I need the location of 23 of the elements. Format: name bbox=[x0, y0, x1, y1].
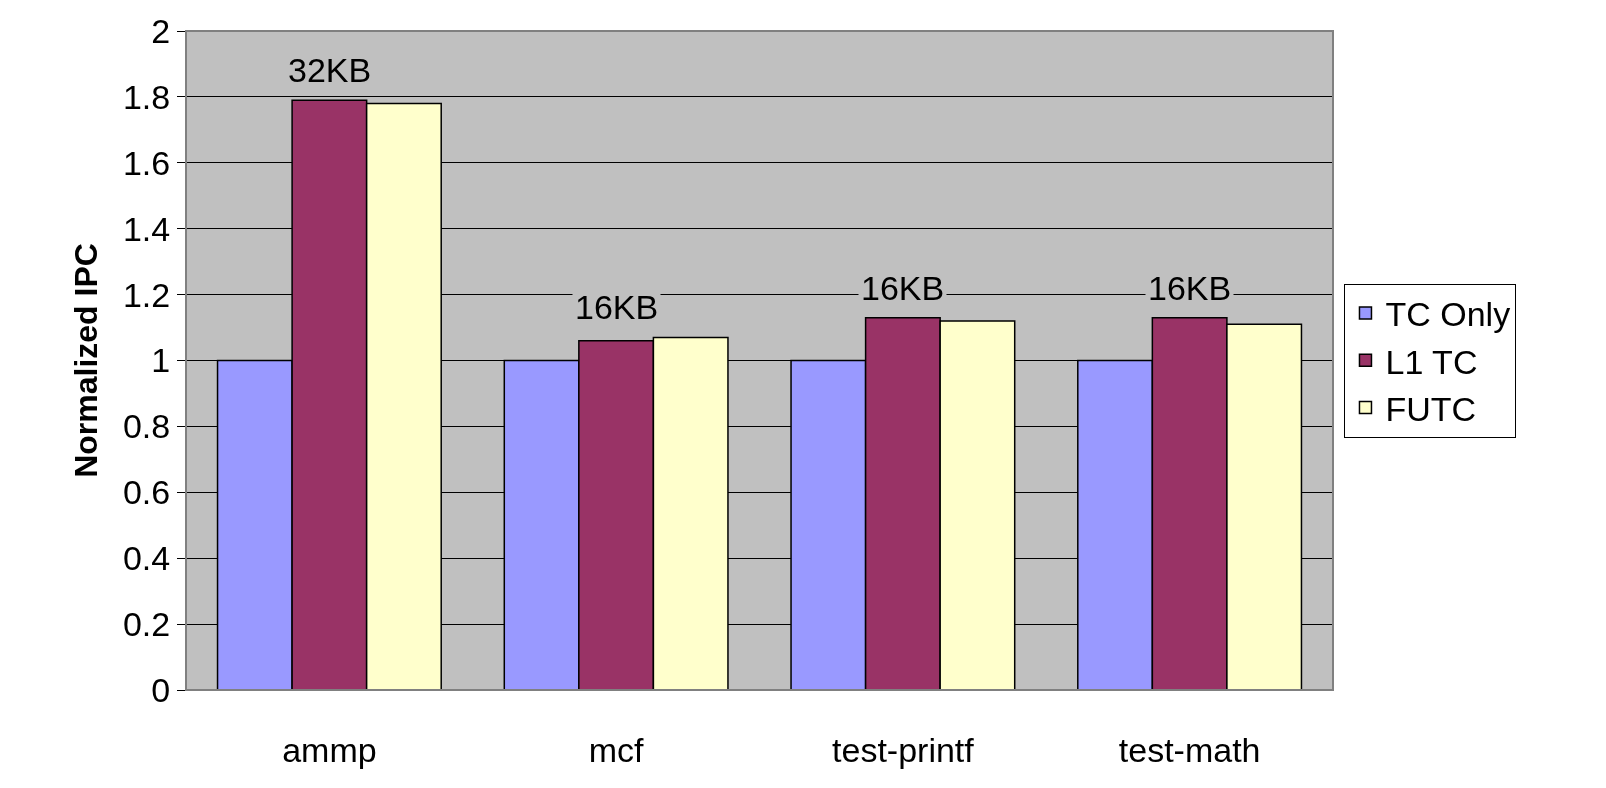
x-tick-label: test-math bbox=[1118, 730, 1261, 769]
y-tick-label: 1 bbox=[151, 341, 171, 380]
legend-label: TC Only bbox=[1385, 295, 1511, 334]
y-tick-label: 0.8 bbox=[122, 407, 171, 446]
annotation: 16KB bbox=[1148, 269, 1232, 307]
x-tick-label: mcf bbox=[588, 730, 645, 769]
annotation: 16KB bbox=[575, 288, 659, 326]
x-tick-label: test-printf bbox=[832, 730, 975, 769]
y-tick-label: 0 bbox=[151, 670, 171, 709]
y-tick-label: 0.2 bbox=[122, 605, 171, 643]
annotation: 16KB bbox=[861, 269, 945, 307]
legend-label: L1 TC bbox=[1385, 342, 1478, 381]
y-tick-label: 0.4 bbox=[122, 539, 171, 578]
y-tick-label: 1.6 bbox=[122, 143, 171, 182]
y-axis-title: Normalized IPC bbox=[68, 243, 105, 478]
annotation: 32KB bbox=[288, 51, 372, 89]
y-tick-label: 2 bbox=[151, 11, 171, 50]
y-tick-label: 1.8 bbox=[122, 77, 171, 116]
x-tick-label: ammp bbox=[282, 730, 377, 769]
y-tick-label: 1.4 bbox=[122, 209, 171, 248]
legend-label: FUTC bbox=[1385, 389, 1477, 428]
y-tick-label: 1.2 bbox=[122, 275, 171, 314]
y-tick-label: 0.6 bbox=[122, 473, 171, 512]
